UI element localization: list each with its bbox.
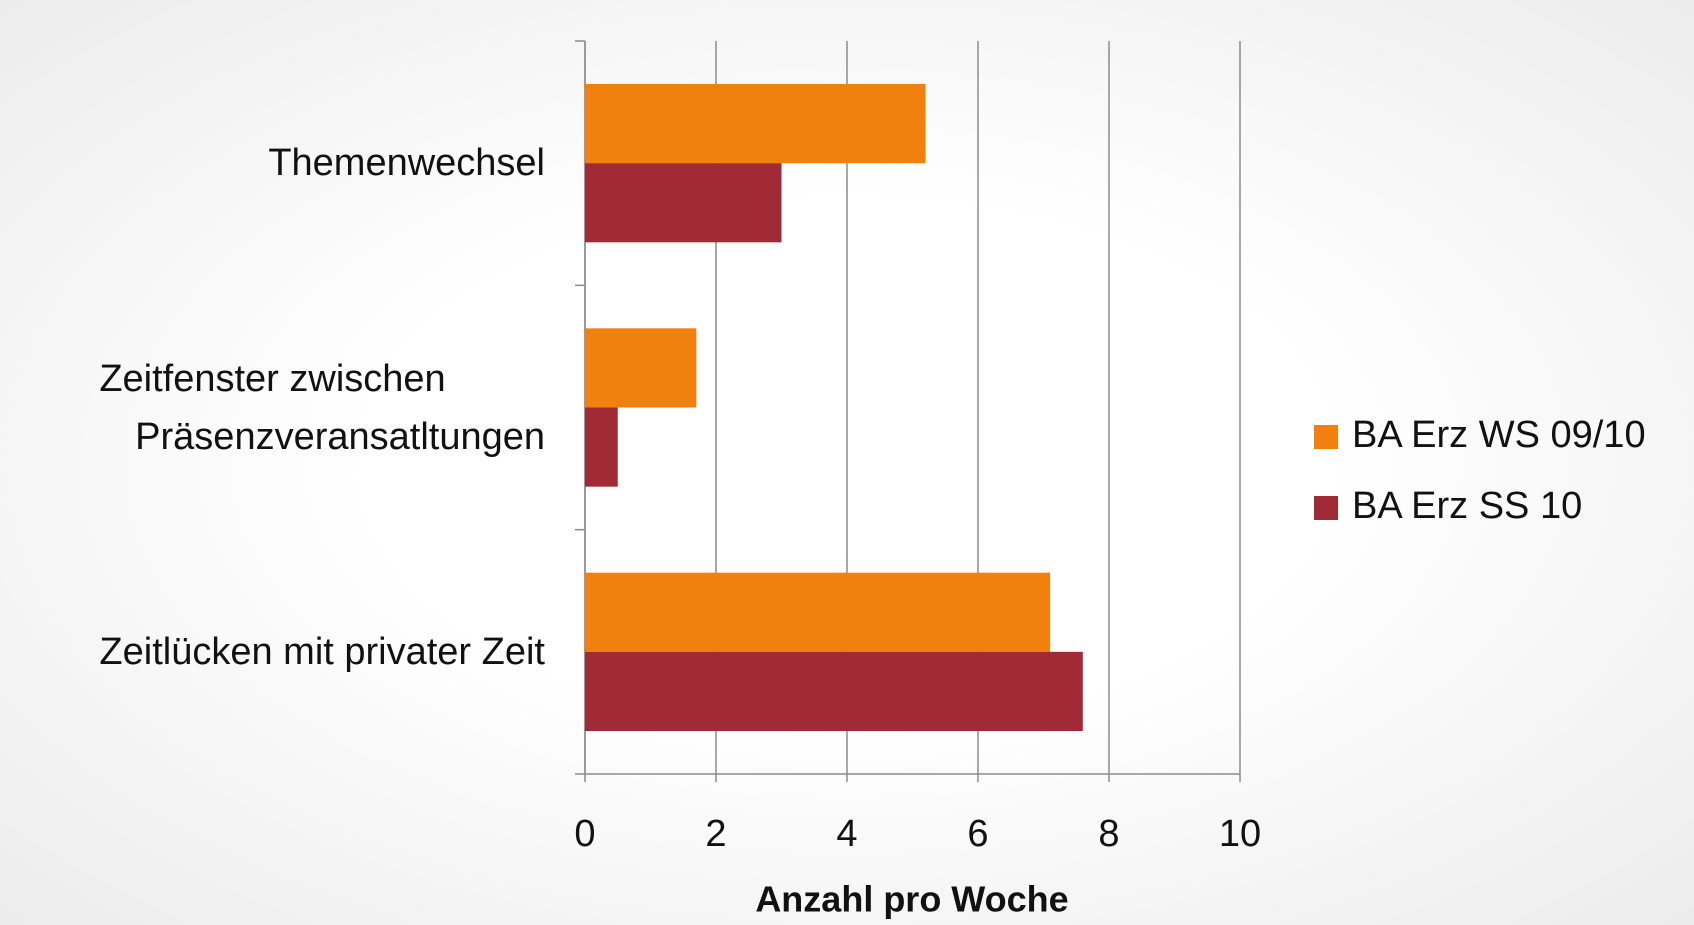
x-tick-label: 4 xyxy=(836,813,857,855)
bar xyxy=(585,572,1051,652)
category-label: Zeitfenster zwischen Präsenzveransatltun… xyxy=(99,357,545,458)
bar xyxy=(585,163,782,243)
legend-swatch xyxy=(1314,496,1338,520)
x-tick-label: 0 xyxy=(574,813,595,855)
bar xyxy=(585,328,697,408)
legend-label: BA Erz WS 09/10 xyxy=(1352,414,1646,456)
category-labels: Themenwechsel Zeitfenster zwischen Präsen… xyxy=(0,0,545,925)
x-tick-label: 2 xyxy=(705,813,726,855)
bar xyxy=(585,407,618,487)
bar xyxy=(585,651,1083,731)
legend-label: BA Erz SS 10 xyxy=(1352,485,1582,527)
x-tick-label: 6 xyxy=(967,813,988,855)
category-label: Themenwechsel xyxy=(268,142,545,185)
bar xyxy=(585,84,926,164)
legend-swatch xyxy=(1314,425,1338,449)
x-axis-title: Anzahl pro Woche xyxy=(755,879,1068,920)
x-tick-label: 8 xyxy=(1098,813,1119,855)
x-tick-label: 10 xyxy=(1219,813,1261,855)
category-label: Zeitlücken mit privater Zeit xyxy=(99,630,545,673)
